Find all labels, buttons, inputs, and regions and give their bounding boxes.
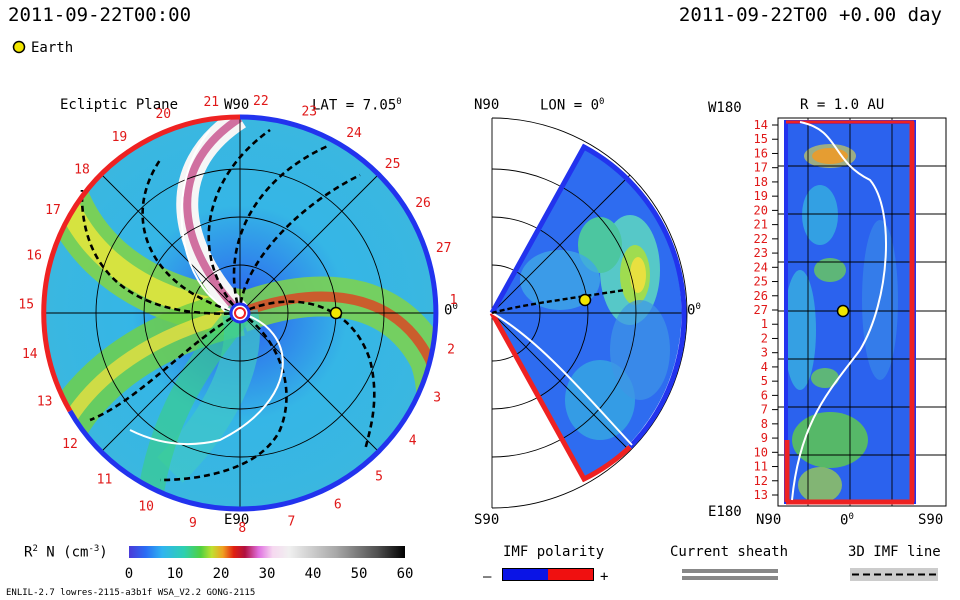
imf-title: IMF polarity <box>503 545 604 559</box>
imf-polarity-bar <box>502 568 594 582</box>
imf3d-legend-line <box>850 568 940 582</box>
sheath-legend-line <box>682 568 780 582</box>
imf-minus: – <box>483 570 491 584</box>
colorbar-tick-0: 0 <box>125 566 133 582</box>
colorbar-tick-10: 10 <box>167 566 184 582</box>
colorbar-tick-50: 50 <box>351 566 368 582</box>
colorbar-tick-30: 30 <box>259 566 276 582</box>
colorbar-tick-40: 40 <box>305 566 322 582</box>
colorbar-tick-20: 20 <box>213 566 230 582</box>
footer-info: ENLIL-2.7 lowres-2115-a3b1f WSA_V2.2 GON… <box>6 589 255 598</box>
colorbar-ticks: 0 10 20 30 40 50 60 <box>125 566 414 582</box>
colorbar-tick-60: 60 <box>397 566 414 582</box>
imf-plus: + <box>600 570 608 584</box>
colorbar-gradient <box>129 546 405 558</box>
imf3d-title: 3D IMF line <box>848 545 941 559</box>
sheath-title: Current sheath <box>670 545 788 559</box>
